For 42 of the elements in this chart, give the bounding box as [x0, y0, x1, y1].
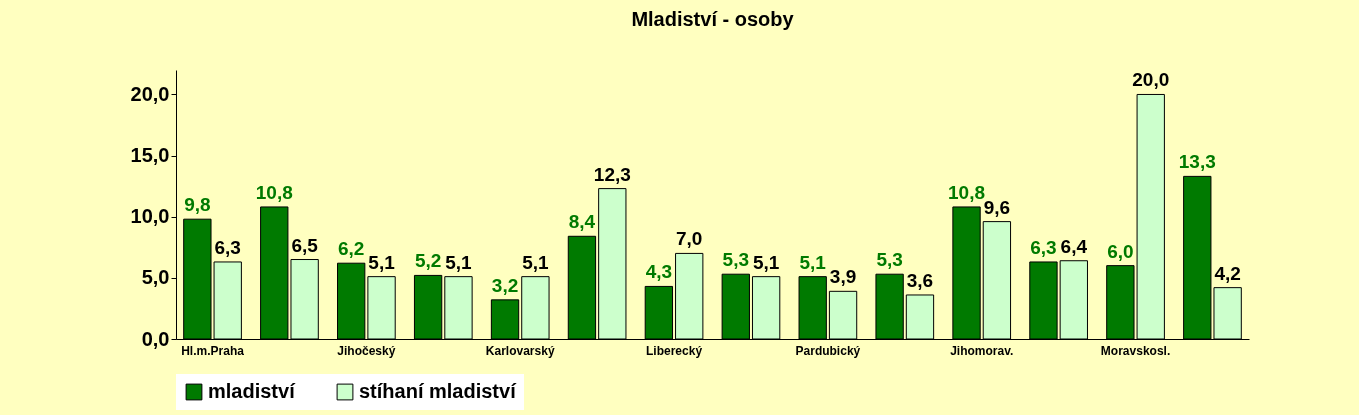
data-label: 5,2 [414, 250, 442, 272]
data-label: 12,3 [593, 163, 631, 185]
data-label: 20,0 [1132, 69, 1170, 91]
data-label: 5,1 [752, 251, 780, 273]
data-label: 5,1 [445, 251, 473, 273]
data-label: 6,0 [1107, 240, 1134, 262]
chart-title: Mladiství - osoby [631, 8, 795, 30]
x-tick-label: Moravskosl. [1100, 343, 1171, 358]
data-label: 6,3 [1030, 236, 1057, 258]
data-label: 5,3 [876, 249, 903, 271]
y-tick-label: 5,0 [141, 266, 170, 289]
y-tick-label: 10,0 [130, 205, 170, 228]
data-label: 5,1 [368, 251, 396, 273]
data-label: 10,8 [255, 181, 293, 203]
x-tick-label: Liberecký [646, 343, 703, 358]
x-tick-label: Jihomorav. [950, 343, 1014, 358]
y-tick-label: 0,0 [141, 327, 170, 350]
data-label: 4,3 [645, 261, 673, 283]
data-label: 8,4 [568, 211, 596, 233]
data-label: 4,2 [1214, 262, 1241, 284]
data-label: 5,1 [799, 251, 827, 273]
data-label: 6,5 [291, 234, 319, 256]
y-tick-label: 20,0 [130, 82, 170, 105]
data-label: 9,8 [184, 194, 211, 216]
data-label: 6,2 [337, 238, 365, 260]
data-label: 13,3 [1178, 151, 1216, 173]
data-label: 3,9 [829, 266, 857, 288]
x-tick-label: Pardubický [795, 343, 861, 358]
data-label: 3,2 [491, 274, 519, 296]
data-label: 6,3 [214, 236, 241, 258]
legend-label: stíhaní mladiství [359, 380, 518, 402]
x-tick-label: Hl.m.Praha [181, 343, 245, 358]
x-tick-label: Jihočeský [337, 343, 396, 358]
data-label: 6,4 [1060, 235, 1088, 257]
x-tick-label: Karlovarský [485, 343, 555, 358]
data-label: 5,3 [722, 249, 749, 271]
data-label: 3,6 [906, 269, 934, 291]
data-label: 7,0 [676, 228, 703, 250]
data-label: 10,8 [948, 181, 986, 203]
data-label: 5,1 [522, 251, 550, 273]
y-tick-label: 15,0 [130, 144, 170, 167]
legend-label: mladiství [208, 380, 297, 402]
